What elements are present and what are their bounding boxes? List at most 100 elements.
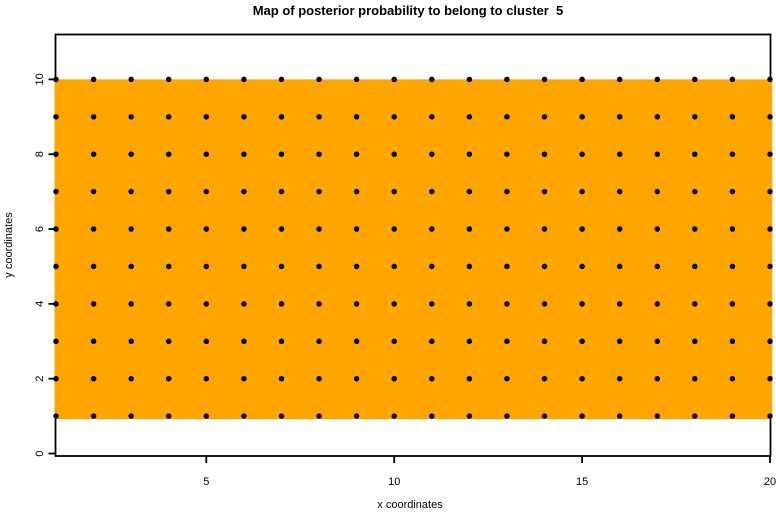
data-point [278,114,285,120]
chart-title: Map of posterior probability to belong t… [253,3,564,18]
data-point [316,375,322,382]
data-point [165,301,172,307]
data-point [654,301,661,307]
data-point [278,375,285,382]
data-point [353,76,360,83]
data-point [165,76,172,83]
data-point [729,338,736,345]
data-point [541,338,548,345]
data-point [654,76,661,83]
data-point [466,413,473,419]
data-point [391,151,397,157]
data-point [429,114,435,120]
data-point [616,375,623,382]
data-point [579,188,585,195]
data-point [429,413,435,419]
data-point [278,338,285,345]
data-point [165,188,172,195]
y-axis-label: y coordinates [3,212,15,278]
x-tick-label: 5 [203,476,209,488]
data-point [165,263,172,270]
data-point [504,413,510,419]
x-tick-label: 10 [388,476,400,488]
data-point [128,301,134,307]
data-point [429,151,435,157]
y-tick-label: 6 [34,226,46,232]
data-point [579,263,585,270]
data-point [53,226,59,232]
data-point [241,188,247,195]
data-point [391,188,397,195]
data-point [278,151,285,157]
data-point [128,188,134,195]
data-point [391,114,397,120]
data-point [767,301,773,307]
data-point [353,226,360,232]
data-point [466,263,473,270]
data-point [541,413,548,419]
data-point [90,114,97,120]
data-point [90,151,97,157]
data-point [278,413,285,419]
data-point [53,76,59,83]
data-point [729,413,736,419]
data-point [53,263,59,270]
data-point [466,338,473,345]
data-point [203,301,210,307]
data-point [767,151,773,157]
data-point [504,151,510,157]
data-point [541,76,548,83]
data-point [429,301,435,307]
data-point [90,188,97,195]
data-point [541,301,548,307]
data-point [53,114,59,120]
data-point [692,114,698,120]
data-point [429,188,435,195]
data-point [241,226,247,232]
data-point [541,114,548,120]
data-point [579,413,585,419]
data-point [616,301,623,307]
data-point [165,114,172,120]
data-point [128,114,134,120]
data-point [729,301,736,307]
data-point [203,413,210,419]
data-point [128,263,134,270]
y-tick-label: 10 [34,73,46,85]
data-point [53,375,59,382]
data-point [767,188,773,195]
data-point [203,188,210,195]
data-point [128,413,134,419]
data-point [391,76,397,83]
data-point [504,301,510,307]
data-point [579,151,585,157]
data-point [504,114,510,120]
data-point [767,114,773,120]
data-point [616,413,623,419]
data-point [504,76,510,83]
data-point [53,188,59,195]
data-point [90,338,97,345]
data-point [165,338,172,345]
data-point [241,413,247,419]
data-point [692,188,698,195]
data-point [165,413,172,419]
data-point [429,375,435,382]
data-point [316,338,322,345]
y-tick-label: 4 [34,301,46,307]
data-point [203,226,210,232]
data-point [729,188,736,195]
data-point [654,338,661,345]
data-point [429,263,435,270]
data-point [203,375,210,382]
data-point [391,338,397,345]
data-point [654,188,661,195]
data-point [353,301,360,307]
chart-layers: 5 10 15 20 0 2 4 6 8 10 [34,33,776,488]
data-point [729,114,736,120]
data-point [90,375,97,382]
y-tick-label: 0 [34,450,46,456]
data-point [316,151,322,157]
data-point [429,338,435,345]
